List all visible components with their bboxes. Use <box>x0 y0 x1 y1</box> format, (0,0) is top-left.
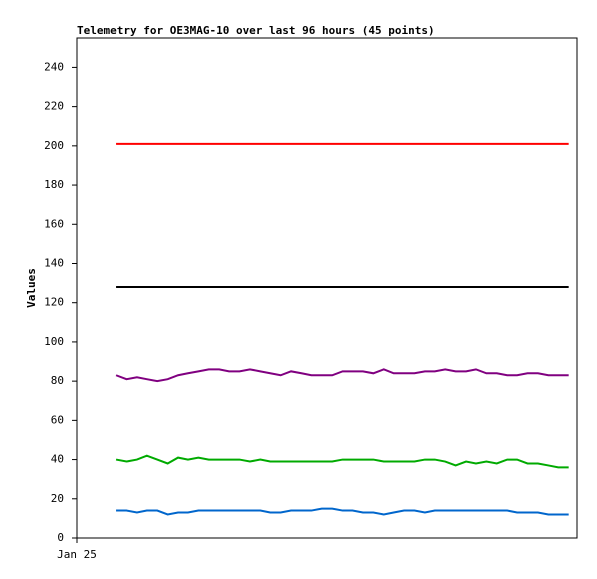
y-tick-label: 60 <box>51 413 64 426</box>
y-tick-label: 160 <box>44 217 64 230</box>
plot-frame <box>76 37 578 539</box>
y-tick-label: 180 <box>44 178 64 191</box>
y-tick-label: 80 <box>51 374 64 387</box>
y-tick-label: 240 <box>44 60 64 73</box>
x-tick-label: Jan 25 <box>57 548 97 561</box>
y-tick-label: 140 <box>44 256 64 269</box>
series-line <box>116 507 569 516</box>
y-tick-label: 0 <box>57 531 64 544</box>
chart-title: Telemetry for OE3MAG-10 over last 96 hou… <box>77 24 435 37</box>
y-tick-label: 200 <box>44 139 64 152</box>
series-line <box>115 368 569 383</box>
series-line <box>115 454 569 469</box>
y-tick-label: 40 <box>51 453 64 466</box>
y-tick-label: 220 <box>44 100 64 113</box>
y-tick-label: 20 <box>51 492 64 505</box>
y-tick-label: 100 <box>44 335 64 348</box>
y-tick-label: 120 <box>44 296 64 309</box>
y-axis-label: Values <box>25 268 38 308</box>
